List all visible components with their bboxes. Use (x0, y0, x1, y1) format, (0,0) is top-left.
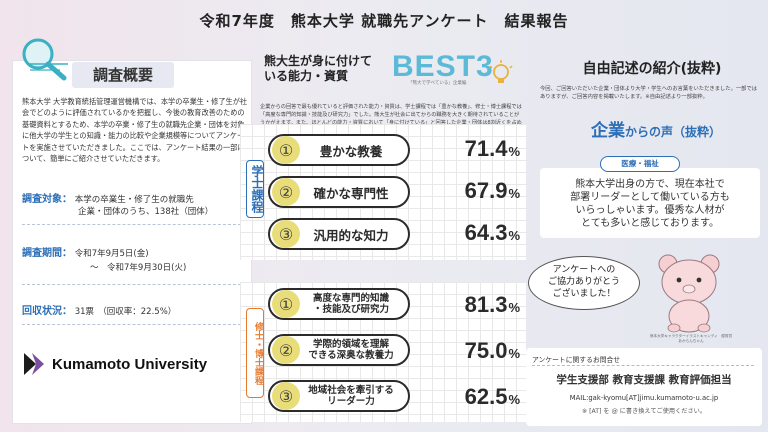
survey-period-line2: ～ 令和7年9月30日(火) (90, 263, 187, 273)
contact-heading: アンケートに関するお問合せ (532, 356, 621, 364)
undergrad-rank-3-percent: 64.3% (420, 220, 520, 246)
undergrad-rank-1: ① 豊かな教養 (268, 134, 410, 166)
percent-value: 75.0 (464, 338, 508, 363)
rank-label: 汎用的な知力 (313, 227, 389, 243)
mascot-caption: 熊本大学キャラクターイラストキャンディ 優秀賞 あからんちゃん (649, 334, 733, 343)
rank-label: 学際的領域を理解 できる深奥な教養力 (308, 339, 394, 361)
percent-unit: % (508, 186, 520, 201)
voice-title-sub: からの声（抜粋） (624, 125, 721, 139)
percent-unit: % (508, 392, 520, 407)
rank-number-badge: ② (272, 178, 300, 206)
percent-value: 62.5 (464, 384, 508, 409)
divider (22, 284, 246, 285)
magnifier-icon (22, 38, 68, 81)
undergrad-rank-2-percent: 67.9% (420, 178, 520, 204)
percent-value: 81.3 (464, 292, 508, 317)
contact-department: 学生支援部 教育支援課 教育評価担当 (556, 374, 732, 386)
kumamoto-university-logo: Kumamoto University (22, 350, 207, 378)
percent-unit: % (508, 228, 520, 243)
mascot-bear (658, 254, 720, 333)
rank-number-badge: ① (272, 290, 300, 318)
rank-number-badge: ③ (272, 220, 300, 248)
response-value: 31票 （回収率：22.5%） (74, 307, 177, 317)
percent-unit: % (508, 144, 520, 159)
percent-unit: % (508, 300, 520, 315)
best3-logo: BEST3 (392, 50, 494, 83)
summary-heading: 調査概要 (72, 62, 174, 88)
contact-box (526, 348, 762, 426)
undergrad-rank-1-percent: 71.4% (420, 136, 520, 162)
survey-target-line1: 本学の卒業生・修了生の就職先 (74, 195, 194, 205)
percent-value: 71.4 (464, 136, 508, 161)
kumamoto-logo-mark (24, 353, 44, 375)
company-voice-text: 熊本大学出身の方で、現在本社で 部署リーダーとして働いている方も いらっしゃいま… (570, 179, 730, 229)
industry-badge: 医療・福祉 (600, 156, 680, 172)
rank-label: 高度な専門的知識 ・技能及び研究力 (312, 293, 389, 315)
response-row: 回収状況： 31票 （回収率：22.5%） (22, 302, 176, 317)
speech-bubble (528, 256, 640, 310)
logo-text: Kumamoto University (52, 355, 208, 373)
grad-rank-1-percent: 81.3% (420, 292, 520, 318)
survey-target-row: 調査対象： 本学の卒業生・修了生の就職先 (22, 190, 194, 205)
company-voice-title: 企業からの声（抜粋） (556, 116, 756, 141)
divider (22, 224, 246, 225)
voice-title-main: 企業 (590, 121, 625, 141)
undergrad-course-label: 学士課程 (246, 160, 264, 218)
lightbulb-icon (489, 60, 513, 83)
grad-rank-2: ② 学際的領域を理解 できる深奥な教養力 (268, 334, 410, 366)
contact-email: MAIL:gak-kyomu[AT]jimu.kumamoto-u.ac.jp (569, 394, 719, 402)
rank-label: 確かな専門性 (313, 185, 389, 201)
undergrad-rank-2: ② 確かな専門性 (268, 176, 410, 208)
grad-course-label: 修士・博士課程 (246, 308, 264, 398)
free-comments-title: 自由記述の紹介(抜粋) (582, 61, 722, 77)
undergrad-rank-3: ③ 汎用的な知力 (268, 218, 410, 250)
percent-unit: % (508, 346, 520, 361)
survey-period-row: 調査期間： 令和7年9月5日(金) (22, 244, 149, 259)
survey-target-label: 調査対象： (22, 194, 72, 205)
percent-value: 64.3 (464, 220, 508, 245)
divider (22, 324, 246, 325)
survey-period-line1: 令和7年9月5日(金) (74, 249, 149, 259)
best3-subcaption: 「熊大で学べている」企業編 (408, 81, 467, 86)
contact-note: ※ [AT] を @ に書き換えてご使用ください。 (581, 408, 707, 415)
summary-description: 熊本大学 大学教育統括管理運営機構では、本学の卒業生・修了生が社会でどのように評… (22, 97, 248, 164)
grad-rank-3-percent: 62.5% (420, 384, 520, 410)
rank-label: 地域社会を牽引する リーダー力 (308, 385, 394, 407)
percent-value: 67.9 (464, 178, 508, 203)
company-voice-card (540, 168, 760, 238)
response-label: 回収状況： (22, 306, 72, 317)
survey-target-line2: 企業・団体のうち、138社（団体） (78, 207, 214, 217)
grad-rank-2-percent: 75.0% (420, 338, 520, 364)
grad-rank-3: ③ 地域社会を牽引する リーダー力 (268, 380, 410, 412)
rank-number-badge: ① (272, 136, 300, 164)
rank-number-badge: ③ (272, 382, 300, 410)
rank-number-badge: ② (272, 336, 300, 364)
thank-you-message: アンケートへの ご協力ありがとう ございました！ (547, 265, 620, 299)
divider (532, 365, 754, 366)
free-comments-intro: 今回、ご回答いただいた企業・団体より大学・学生へのお言葉をいただきました。一部で… (540, 86, 758, 100)
page-title: 令和7年度 熊本大学 就職先アンケート 結果報告 (199, 12, 569, 30)
best3-heading: 熊大生が身に付けて いる能力・資質 (264, 54, 373, 83)
survey-summary-panel (12, 60, 252, 424)
grad-rank-1: ① 高度な専門的知識 ・技能及び研究力 (268, 288, 410, 320)
survey-period-label: 調査期間： (22, 248, 72, 259)
rank-label: 豊かな教養 (319, 143, 383, 159)
